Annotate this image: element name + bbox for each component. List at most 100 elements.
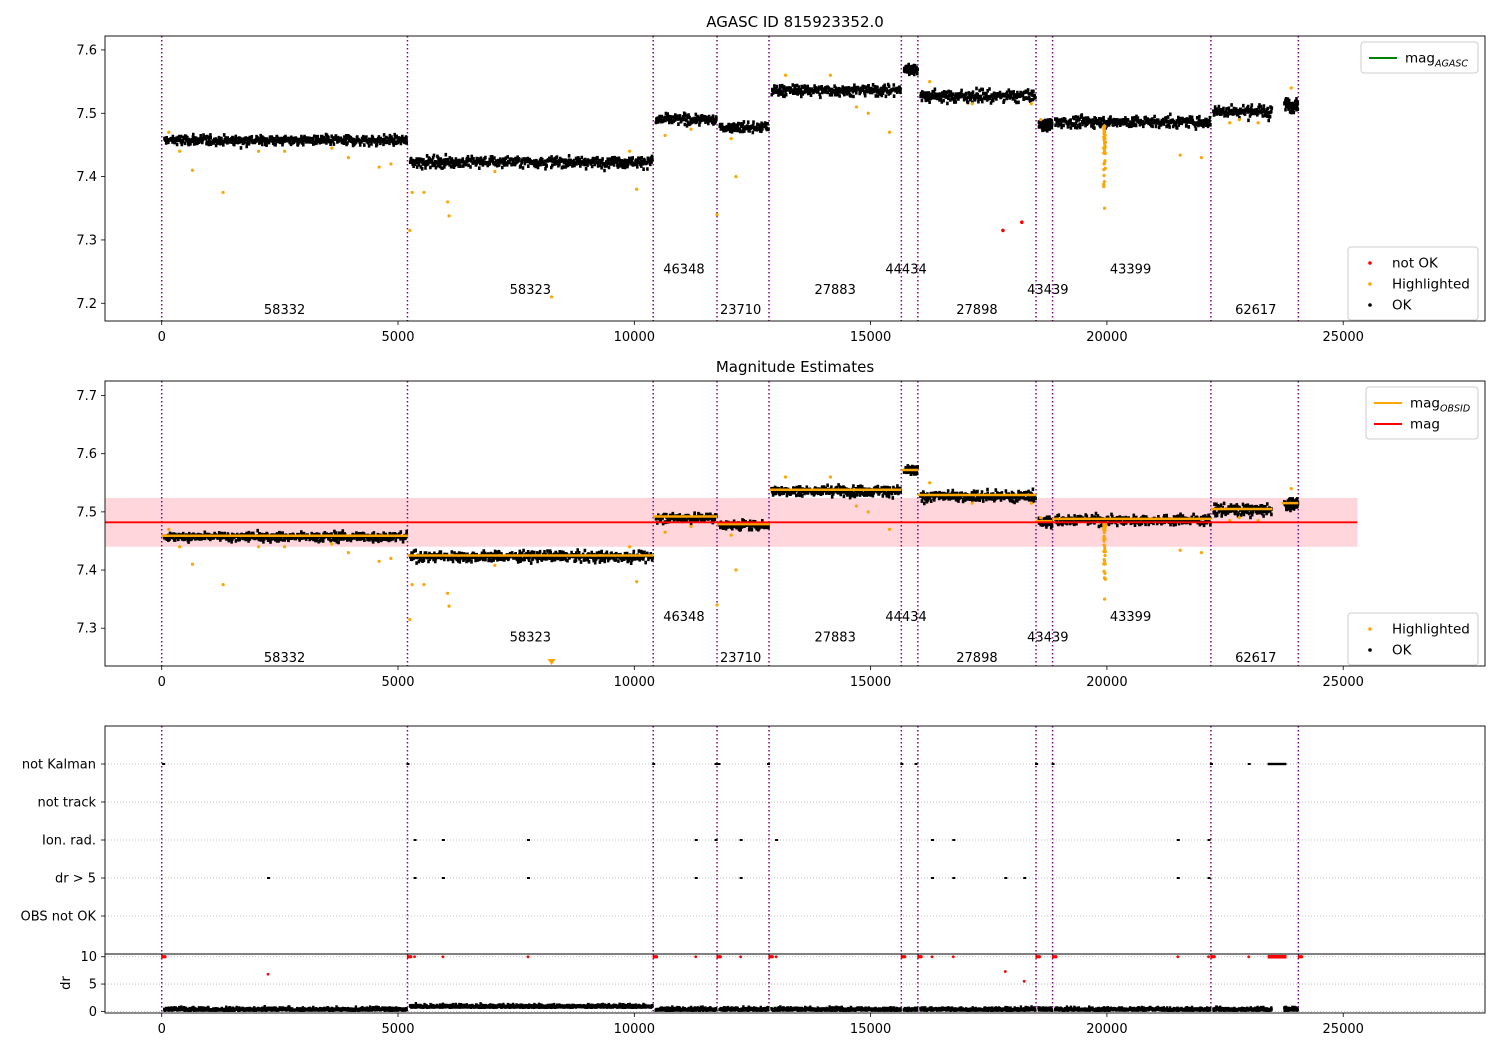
p2-ytick-label: 7.3 [76, 622, 97, 637]
p1-obsid-label: 27898 [956, 303, 997, 318]
p1-highlighted-point [1103, 151, 1107, 156]
flag-label: not Kalman [22, 758, 96, 773]
p2-highlighted-point [422, 582, 426, 587]
p2-highlighted-point [377, 559, 381, 563]
p1-highlighted-point [1102, 131, 1106, 136]
p1-obsid-label: 58332 [264, 303, 305, 318]
dr-not-ok-point [1022, 979, 1026, 983]
p1-highlighted-point [1102, 162, 1106, 166]
p1-ok-points-segment [770, 82, 902, 100]
p1-highlighted-point [330, 146, 334, 150]
flag-point [952, 839, 956, 841]
dr-ytick-label: 5 [89, 978, 97, 993]
p1-highlighted-point [389, 162, 393, 166]
p2-highlighted-point [493, 563, 497, 567]
p1-highlighted-point [190, 168, 195, 172]
p1-highlighted-point [346, 156, 350, 160]
dr-not-ok-point [1247, 955, 1251, 959]
p1-ok-points-segment [163, 132, 408, 150]
p1-highlighted-point [866, 111, 870, 115]
p1-highlighted-point [663, 133, 667, 138]
dr-not-ok-point [163, 955, 167, 959]
p1-bottom-legend-label: not OK [1392, 256, 1439, 272]
p2-ytick-label: 7.4 [76, 564, 97, 579]
flag-point [714, 839, 718, 841]
p2-highlighted-point [408, 617, 412, 622]
p2-xtick-label: 20000 [1086, 675, 1127, 690]
p1-highlighted-point [1039, 118, 1043, 122]
p2-obsid-label: 43439 [1027, 630, 1068, 645]
dr-not-ok-point [654, 955, 659, 959]
p2-xtick-label: 10000 [614, 675, 655, 690]
flag-point [900, 763, 904, 765]
dr-not-ok-point [1037, 955, 1041, 959]
p2-highlighted-point [627, 545, 632, 549]
p2-xtick-label: 15000 [850, 675, 891, 690]
p2-highlighted-points [167, 475, 1293, 622]
p1-highlighted-point [167, 130, 171, 134]
p1-highlighted-point [1102, 180, 1106, 184]
p2-highlighted-point [1103, 525, 1107, 529]
p1-highlighted-point [408, 228, 412, 233]
p1-highlighted-point [635, 187, 639, 191]
p2-ytick-label: 7.7 [76, 389, 97, 404]
p2-highlighted-point [330, 542, 334, 546]
dr-not-ok-point [951, 955, 955, 959]
flag-point [652, 763, 656, 765]
p1-not-ok-point [1020, 220, 1024, 224]
p4-xtick-label: 10000 [614, 1022, 655, 1037]
dr-not-ok-point [930, 955, 934, 959]
dr-not-ok-point [774, 955, 778, 959]
p2-bottom-legend-dot-swatch [1368, 648, 1372, 652]
flag-point [1207, 877, 1211, 879]
p2-obsid-label: 58323 [510, 630, 551, 645]
p1-highlighted-point [282, 149, 287, 153]
dr-not-ok-point [1212, 955, 1216, 959]
p2-highlighted-point [167, 527, 171, 531]
p2-highlighted-point [1102, 530, 1106, 535]
p2-highlighted-point [689, 524, 693, 529]
p2-xtick-label: 5000 [381, 675, 414, 690]
p2-top-legend-frame [1365, 386, 1479, 440]
p2-top-legend-label: mag [1410, 417, 1440, 433]
p1-xtick-label: 0 [158, 330, 166, 345]
p1-axes-frame [104, 35, 1486, 322]
flag-point [406, 763, 410, 765]
p1-top-legend-frame [1360, 41, 1479, 74]
p2-highlighted-point [221, 582, 225, 587]
p1-obsid-label: 27883 [814, 283, 855, 298]
flag-point [526, 839, 530, 841]
p2-highlighted-point [1199, 550, 1204, 555]
p2-highlighted-point [635, 580, 639, 584]
p2-highlighted-point [1102, 569, 1106, 573]
p1-highlighted-point [627, 149, 632, 153]
p2-highlighted-point [854, 504, 859, 508]
dr-not-ok-run [1267, 954, 1287, 959]
dr-not-ok-points [161, 954, 1304, 983]
dr-not-ok-point [739, 955, 743, 959]
flag-point [739, 839, 743, 841]
flag-point [1247, 763, 1251, 765]
p2-offscale-marker [547, 659, 556, 665]
dr-not-ok-point [1003, 970, 1007, 973]
p1-bottom-legend-frame [1347, 246, 1479, 321]
p1-top-legend-label: magAGASC [1405, 51, 1468, 70]
p2-obsid-label: 62617 [1235, 651, 1276, 666]
flag-point [1035, 763, 1039, 765]
p2-highlighted-point [447, 604, 451, 608]
p1-highlighted-point [1102, 147, 1107, 152]
p2-highlighted-point [1039, 516, 1043, 520]
p2-ytick-label: 7.6 [76, 447, 97, 462]
p2-highlighted-point [715, 603, 719, 607]
p4-xtick-label: 0 [158, 1022, 166, 1037]
p2-highlighted-point [1256, 518, 1260, 523]
p1-xtick-label: 25000 [1323, 330, 1364, 345]
p2-highlighted-point [1029, 501, 1033, 505]
p2-highlighted-point [282, 545, 287, 549]
p2-highlighted-point [1102, 562, 1106, 566]
p1-highlighted-point [828, 73, 833, 77]
dr-not-ok-point [1176, 955, 1180, 959]
p1-obsid-label: 23710 [720, 303, 761, 318]
p1-highlighted-point [729, 137, 733, 141]
p1-highlighted-point [689, 127, 693, 131]
